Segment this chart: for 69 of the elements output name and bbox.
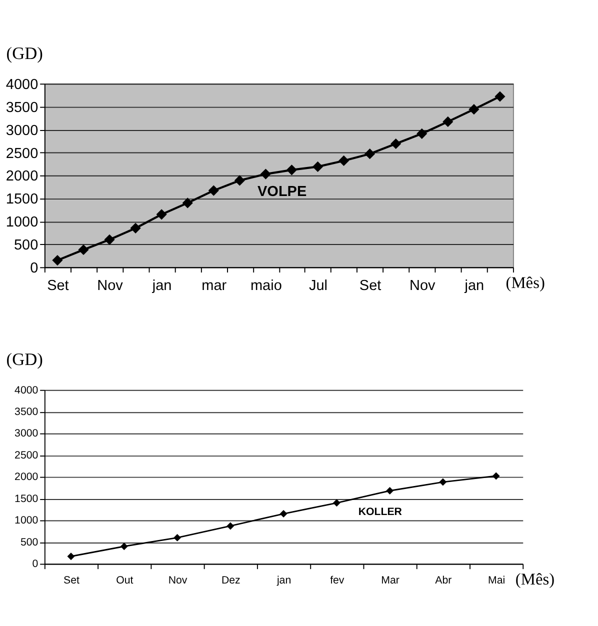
x-tick-label: jan bbox=[151, 278, 172, 294]
point bbox=[442, 116, 454, 128]
point bbox=[468, 104, 480, 115]
x-tick-label: fev bbox=[330, 574, 345, 587]
y-tick-label: 1000 bbox=[6, 214, 38, 231]
y-tick-label: 500 bbox=[20, 536, 38, 548]
x-tick-label: Mar bbox=[381, 574, 400, 587]
point bbox=[260, 168, 271, 180]
point bbox=[312, 161, 324, 172]
x-axis-title: (Mês) bbox=[515, 570, 555, 589]
point bbox=[130, 222, 141, 234]
point bbox=[234, 175, 245, 186]
y-tick-label: 0 bbox=[30, 260, 38, 276]
x-tick-label: Out bbox=[116, 574, 134, 587]
point bbox=[208, 185, 219, 196]
point bbox=[104, 234, 115, 245]
y-tick-label: 1500 bbox=[6, 192, 38, 208]
point bbox=[286, 164, 298, 176]
x-tick-label: Abr bbox=[435, 574, 452, 587]
x-tick-label: jan bbox=[276, 574, 292, 587]
point bbox=[364, 148, 376, 160]
y-tick-label: 0 bbox=[32, 558, 38, 570]
point bbox=[156, 209, 167, 220]
x-tick-label: Nov bbox=[168, 574, 188, 587]
point bbox=[120, 542, 128, 550]
series-label: VOLPE bbox=[258, 184, 307, 200]
y-tick-label: 4000 bbox=[6, 76, 38, 93]
y-tick-label: 2000 bbox=[14, 471, 38, 484]
y-tick-label: 500 bbox=[14, 238, 38, 254]
x-tick-label: Dez bbox=[221, 574, 240, 587]
x-tick-label: Jul bbox=[308, 278, 328, 294]
point bbox=[492, 472, 500, 480]
y-tick-label: 2000 bbox=[6, 168, 38, 185]
point bbox=[67, 552, 75, 560]
x-tick-label: mar bbox=[202, 278, 227, 294]
y-tick-label: 2500 bbox=[14, 449, 38, 462]
x-tick-label: Set bbox=[359, 278, 382, 294]
y-tick-label: 2500 bbox=[6, 146, 38, 162]
x-tick-label: Set bbox=[47, 278, 69, 294]
y-tick-label: 1000 bbox=[14, 514, 38, 527]
x-tick-label: jan bbox=[464, 278, 484, 294]
x-tick-label: maio bbox=[250, 278, 282, 294]
y-tick-label: 3500 bbox=[6, 100, 38, 116]
point bbox=[52, 255, 63, 266]
point bbox=[390, 138, 402, 150]
point bbox=[182, 198, 193, 208]
point bbox=[494, 91, 506, 102]
y-tick-label: 1500 bbox=[14, 492, 38, 505]
point bbox=[226, 522, 234, 530]
y-tick-label: 3000 bbox=[14, 428, 38, 440]
point bbox=[416, 128, 428, 139]
series-label: KOLLER bbox=[358, 506, 402, 518]
y-axis-title: (GD) bbox=[6, 44, 44, 63]
point bbox=[280, 510, 288, 518]
x-tick-label: Nov bbox=[409, 278, 436, 294]
x-tick-label: Mai bbox=[488, 574, 506, 587]
x-axis-title: (Mês) bbox=[506, 272, 545, 292]
point bbox=[332, 499, 340, 507]
x-tick-label: Nov bbox=[97, 278, 124, 294]
y-axis-title: (GD) bbox=[6, 350, 44, 370]
point bbox=[338, 155, 350, 166]
point bbox=[386, 486, 394, 494]
x-tick-label: Set bbox=[64, 574, 80, 587]
y-tick-label: 3000 bbox=[6, 122, 38, 139]
y-tick-label: 4000 bbox=[14, 384, 38, 396]
y-tick-label: 3500 bbox=[14, 406, 38, 418]
point bbox=[78, 244, 89, 256]
point bbox=[174, 534, 182, 542]
point bbox=[439, 478, 447, 486]
